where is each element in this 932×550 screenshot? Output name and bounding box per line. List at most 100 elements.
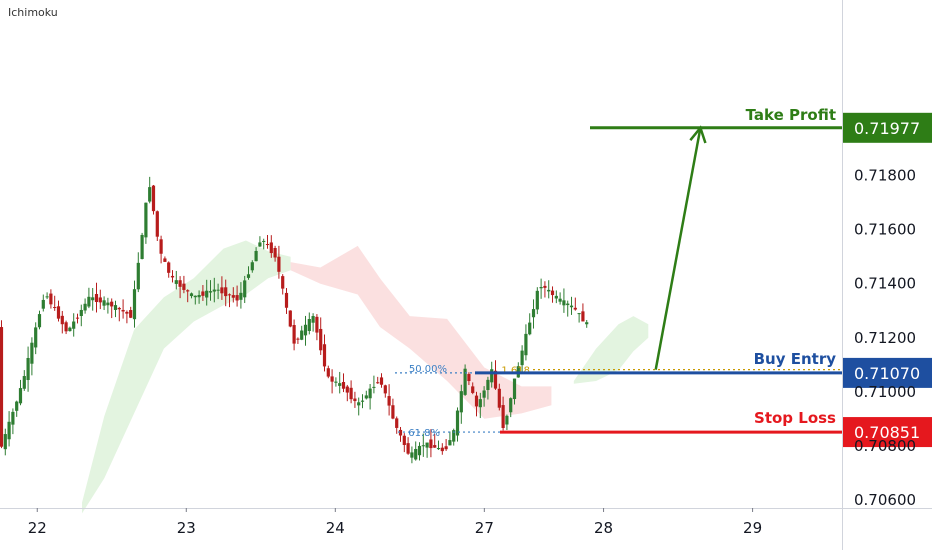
candle-body bbox=[444, 446, 448, 450]
fib-50-label: 50.00% bbox=[409, 364, 447, 375]
candle-body bbox=[129, 310, 133, 318]
candle-body bbox=[106, 302, 110, 306]
candle-body bbox=[41, 299, 45, 309]
candle-body bbox=[326, 368, 330, 377]
candle-body bbox=[26, 357, 30, 380]
candle-body bbox=[338, 383, 342, 386]
candle-body bbox=[227, 294, 232, 296]
candle-body bbox=[121, 309, 125, 312]
candle-body bbox=[75, 317, 80, 319]
candle-body bbox=[273, 247, 277, 258]
candle-body bbox=[345, 386, 349, 393]
stop-loss-price-box bbox=[842, 417, 932, 448]
candle-body bbox=[383, 385, 387, 394]
candle-body bbox=[581, 311, 585, 322]
candle-body bbox=[543, 285, 547, 288]
candle-body bbox=[493, 370, 498, 389]
candle-body bbox=[486, 379, 490, 391]
time-tick-label: 22 bbox=[28, 519, 47, 537]
ichimoku-cloud bbox=[82, 240, 649, 514]
price-tick-label: 0.71400 bbox=[854, 275, 916, 293]
candle-body bbox=[102, 300, 106, 306]
target-arrow-shaft bbox=[654, 127, 702, 370]
candle-body bbox=[56, 306, 61, 319]
buy-entry-label: Buy Entry bbox=[754, 350, 837, 368]
candle-body bbox=[239, 292, 243, 300]
candle-body bbox=[569, 305, 574, 308]
candle-body bbox=[235, 295, 239, 301]
time-tick-label: 27 bbox=[475, 519, 494, 537]
candle-body bbox=[319, 328, 323, 351]
candle-body bbox=[174, 280, 178, 284]
candles bbox=[0, 176, 589, 464]
candle-body bbox=[144, 202, 148, 238]
candle-body bbox=[372, 386, 376, 388]
candle-body bbox=[490, 369, 494, 383]
candle-body bbox=[68, 327, 72, 332]
candle-body bbox=[79, 309, 83, 317]
candle-body bbox=[34, 327, 38, 348]
candle-body bbox=[425, 442, 429, 448]
candle-body bbox=[125, 311, 129, 314]
candle-body bbox=[322, 344, 327, 367]
candle-body bbox=[364, 395, 368, 399]
candle-body bbox=[562, 300, 566, 306]
candle-body bbox=[505, 415, 509, 425]
candle-body bbox=[315, 316, 319, 333]
price-tick-label: 0.71600 bbox=[854, 221, 916, 239]
stop-loss-price-label: 0.70851 bbox=[854, 423, 920, 442]
candle-body bbox=[201, 291, 205, 296]
stop-loss-label: Stop Loss bbox=[754, 409, 836, 427]
target-arrow-head bbox=[689, 125, 707, 144]
candle-body bbox=[349, 387, 353, 400]
candle-body bbox=[163, 258, 167, 262]
candle-body bbox=[205, 290, 209, 298]
candle-body bbox=[379, 377, 384, 385]
time-tick-label: 28 bbox=[594, 519, 613, 537]
candle-body bbox=[170, 275, 175, 278]
cloud-bullish bbox=[82, 240, 291, 514]
candle-body bbox=[140, 234, 144, 259]
price-axis: 0.70600 0.70800 0.71000 0.71200 0.71400 0.716… bbox=[842, 0, 916, 550]
candle-body bbox=[231, 295, 235, 298]
candle-body bbox=[520, 350, 524, 366]
candle-body bbox=[395, 418, 399, 428]
price-tick-label: 0.71200 bbox=[854, 329, 916, 347]
candle-body bbox=[307, 319, 311, 331]
candle-body bbox=[368, 388, 372, 399]
candle-body bbox=[11, 411, 15, 425]
candle-body bbox=[566, 303, 570, 306]
candle-body bbox=[30, 342, 34, 364]
candle-body bbox=[414, 448, 418, 460]
price-tick-label: 0.70600 bbox=[854, 491, 916, 509]
candle-body bbox=[303, 324, 308, 336]
take-profit-price-box bbox=[842, 112, 932, 143]
candle-body bbox=[155, 211, 159, 237]
candle-body bbox=[501, 405, 505, 428]
candle-body bbox=[478, 399, 482, 408]
candle-body bbox=[436, 448, 441, 450]
candle-body bbox=[60, 315, 64, 325]
candle-body bbox=[18, 388, 23, 404]
candle-body bbox=[452, 430, 456, 442]
candle-body bbox=[300, 330, 304, 340]
candle-body bbox=[3, 434, 7, 450]
candle-body bbox=[433, 445, 437, 448]
candle-body bbox=[0, 327, 4, 447]
candle-body bbox=[524, 333, 528, 356]
candle-body bbox=[474, 395, 479, 407]
candle-body bbox=[402, 435, 406, 445]
candle-body bbox=[509, 398, 513, 413]
candle-body bbox=[258, 242, 262, 247]
candle-body bbox=[277, 256, 281, 272]
candle-body bbox=[376, 382, 380, 384]
candle-body bbox=[311, 316, 315, 323]
candle-body bbox=[87, 296, 91, 307]
time-axis: 22 23 24 27 28 29 bbox=[0, 508, 932, 537]
candle-body bbox=[98, 297, 102, 303]
time-tick-label: 24 bbox=[326, 519, 345, 537]
candle-body bbox=[421, 445, 425, 447]
candle-body bbox=[391, 405, 395, 419]
candle-body bbox=[558, 298, 562, 302]
